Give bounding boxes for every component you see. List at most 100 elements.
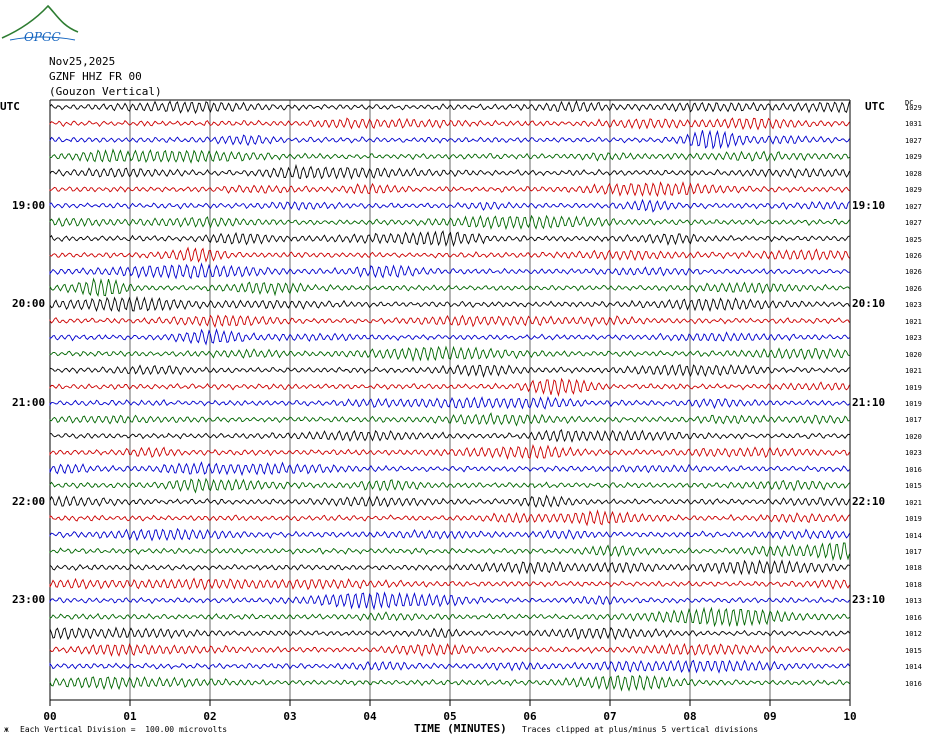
footer-mark: ж: [4, 725, 9, 734]
dc-offset-label: 1014: [905, 531, 922, 540]
seismic-trace: [49, 377, 850, 397]
seismic-trace: [49, 181, 850, 198]
dc-offset-label: 1015: [905, 646, 922, 655]
seismic-trace: [49, 591, 850, 611]
seismic-trace: [49, 477, 850, 494]
dc-offset-label: 1019: [905, 515, 922, 524]
seismic-trace: [49, 314, 850, 328]
dc-header-label: DC: [905, 99, 914, 107]
dc-offset-label: 1026: [905, 284, 922, 293]
dc-offset-label: 1028: [905, 169, 922, 178]
right-time-label: 21:10: [852, 396, 886, 409]
right-time-label: 19:10: [852, 198, 886, 212]
seismic-trace: [49, 659, 850, 674]
header-station: GZNF HHZ FR 00: [49, 70, 142, 83]
x-tick-label: 08: [683, 710, 697, 723]
dc-offset-label: 1016: [905, 465, 922, 474]
dc-offset-label: 1018: [905, 564, 922, 573]
right-time-label: 20:10: [852, 297, 886, 311]
seismic-trace: [49, 163, 850, 180]
seismic-trace: [49, 494, 850, 508]
dc-offset-label: 1023: [905, 449, 922, 458]
dc-offset-label: 1017: [905, 548, 922, 556]
x-axis-title: TIME (MINUTES): [414, 722, 507, 735]
x-tick-label: 00: [43, 710, 57, 723]
seismic-trace: [49, 509, 850, 527]
scale-note: Each Vertical Division = 100.00 microvol…: [20, 725, 228, 734]
dc-offset-label: 1021: [905, 498, 922, 507]
x-tick-label: 09: [763, 710, 777, 723]
seismic-trace: [49, 428, 850, 443]
dc-offset-label: 1017: [905, 416, 922, 425]
dc-offset-label: 1023: [905, 301, 922, 310]
dc-offset-label: 1025: [905, 235, 922, 244]
x-tick-label: 10: [843, 710, 857, 723]
header-date: Nov25,2025: [49, 55, 116, 68]
seismic-trace: [49, 129, 850, 150]
x-tick-label: 05: [443, 710, 457, 723]
right-time-label: 23:10: [852, 593, 886, 607]
dc-offset-label: 1029: [905, 186, 922, 195]
seismic-trace: [49, 148, 850, 164]
seismic-trace: [49, 364, 850, 378]
dc-offset-label: 1029: [905, 153, 922, 162]
seismic-trace: [49, 606, 850, 628]
dc-offset-label: 1013: [905, 597, 922, 606]
seismic-trace: [49, 327, 850, 346]
seismic-trace: [49, 117, 850, 131]
clip-note: Traces clipped at plus/minus 5 vertical …: [522, 725, 759, 734]
dc-offset-label: 1027: [905, 219, 922, 228]
dc-offset-label: 1027: [905, 202, 922, 211]
seismic-trace: [49, 461, 850, 477]
opgc-logo: OPGC: [1, 4, 79, 44]
seismic-trace: [49, 412, 850, 427]
left-time-label: 19:00: [12, 198, 46, 212]
svg-text:OPGC: OPGC: [24, 30, 61, 44]
seismic-trace: [49, 559, 850, 576]
x-tick-label: 04: [363, 710, 377, 723]
dc-offset-label: 1026: [905, 252, 922, 260]
seismic-trace: [49, 246, 850, 263]
seismic-trace: [49, 395, 850, 410]
dc-offset-label: 1019: [905, 400, 922, 408]
x-tick-label: 03: [283, 710, 297, 723]
seismic-trace: [49, 345, 850, 363]
dc-offset-label: 1021: [905, 367, 922, 376]
dc-offset-label: 1016: [905, 679, 922, 688]
right-time-label: 22:10: [852, 494, 886, 508]
seismic-trace: [49, 527, 850, 542]
dc-offset-label: 1021: [905, 317, 922, 326]
seismic-trace: [49, 230, 850, 247]
dc-offset-label: 1015: [905, 482, 922, 491]
seismic-trace: [49, 214, 850, 231]
dc-offset-label: 1020: [905, 432, 922, 441]
dc-offset-label: 1023: [905, 334, 922, 343]
seismic-trace: [49, 674, 850, 692]
dc-offset-label: 1029: [905, 104, 922, 112]
seismic-trace: [49, 100, 850, 115]
dc-offset-label: 1014: [905, 663, 922, 672]
x-tick-label: 07: [603, 710, 617, 723]
dc-offset-label: 1031: [905, 120, 922, 129]
seismic-trace: [49, 577, 850, 591]
dc-offset-label: 1019: [905, 383, 922, 392]
logo-mountain-icon: [1, 4, 79, 39]
seismic-trace: [49, 626, 850, 641]
dc-offset-label: 1018: [905, 580, 922, 589]
utc-right-label: UTC: [865, 100, 885, 113]
header-location: (Gouzon Vertical): [49, 85, 162, 98]
x-tick-label: 01: [123, 710, 137, 723]
dc-offset-label: 1012: [905, 630, 922, 639]
left-time-label: 20:00: [12, 297, 46, 311]
left-time-label: 23:00: [12, 593, 46, 607]
left-time-label: 22:00: [12, 494, 46, 508]
left-time-label: 21:00: [12, 396, 46, 409]
seismic-trace: [49, 262, 850, 280]
dc-offset-label: 1026: [905, 268, 922, 277]
utc-left-label: UTC: [0, 100, 20, 113]
seismic-trace: [49, 198, 850, 213]
x-tick-label: 06: [523, 710, 537, 723]
dc-offset-label: 1027: [905, 136, 922, 145]
seismic-trace: [49, 277, 850, 297]
